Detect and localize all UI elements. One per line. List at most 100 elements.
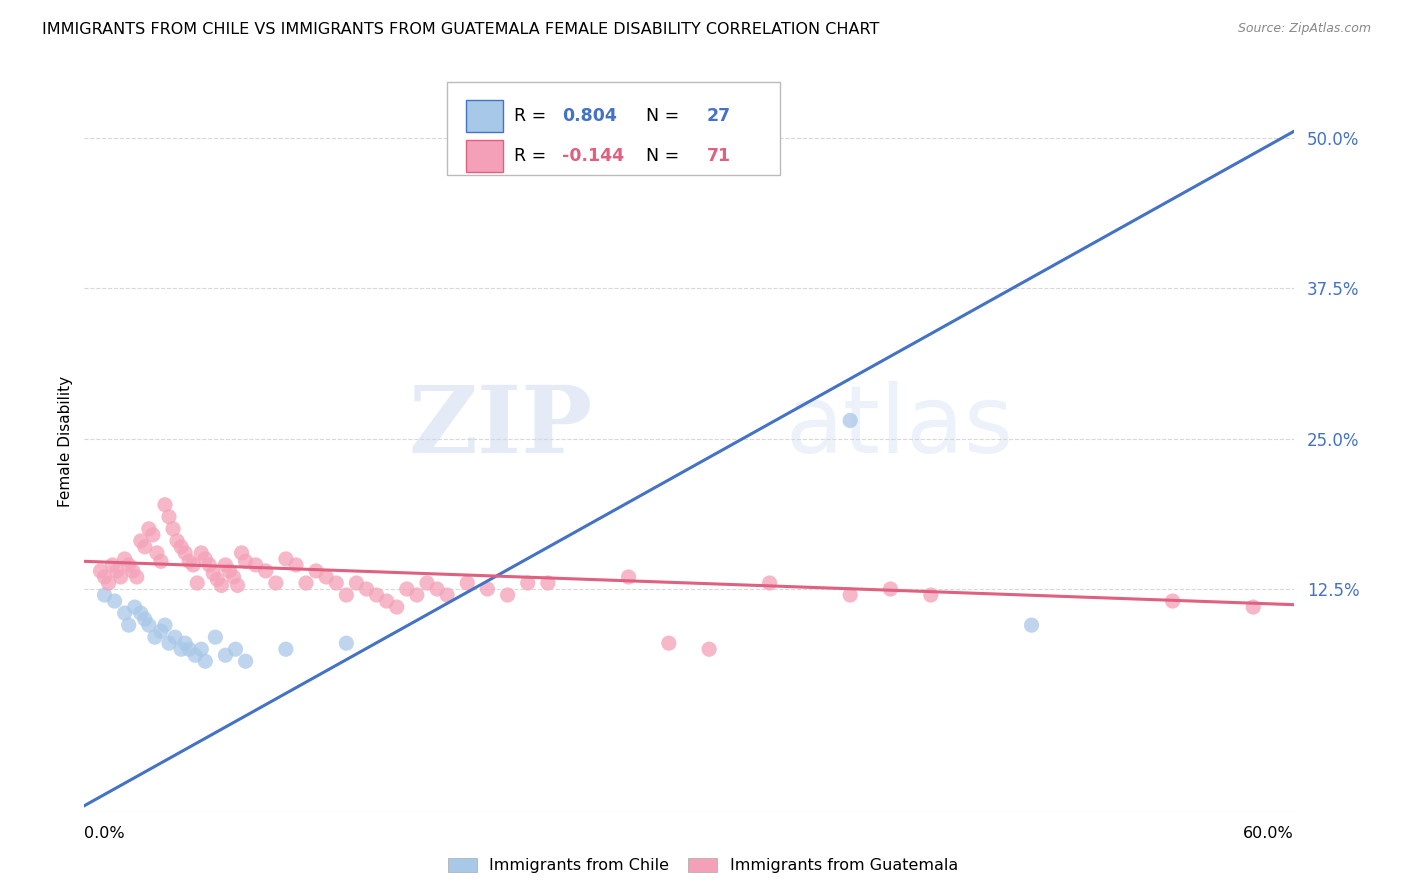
Point [385,600,408,615]
Point [93,588,115,602]
Point [1241,600,1264,615]
Point [181,558,204,572]
Point [456,576,478,591]
Point [165,630,187,644]
Point [179,554,201,568]
Point [162,522,184,536]
Point [207,573,229,587]
Point [839,588,862,602]
Text: -0.144: -0.144 [562,147,624,165]
Point [118,618,141,632]
Point [134,612,156,626]
Point [125,570,148,584]
Point [174,546,197,560]
Text: atlas: atlas [786,381,1014,473]
Text: R =: R = [513,147,551,165]
Point [166,533,188,548]
Point [617,570,640,584]
FancyBboxPatch shape [467,140,503,172]
Point [110,570,132,584]
Point [198,558,221,572]
Point [105,564,128,578]
Text: 0.0%: 0.0% [84,826,125,841]
Text: ZIP: ZIP [408,382,592,472]
Point [190,642,212,657]
Point [305,564,328,578]
Text: 60.0%: 60.0% [1243,826,1294,841]
Y-axis label: Female Disability: Female Disability [58,376,73,508]
Point [149,624,172,639]
Point [231,546,253,560]
Point [89,564,111,578]
Point [879,582,901,596]
Point [335,636,357,650]
Point [184,648,207,663]
Point [1021,618,1043,632]
Point [436,588,458,602]
Point [134,540,156,554]
Point [839,413,862,427]
Point [325,576,347,591]
Point [477,582,499,596]
Point [226,578,249,592]
Point [295,576,318,591]
Point [143,630,166,644]
Point [202,566,225,581]
Point [194,654,217,668]
Point [346,576,368,591]
Text: 27: 27 [707,107,731,125]
Point [204,630,226,644]
Point [97,576,120,591]
Point [114,606,136,620]
Point [1161,594,1184,608]
Point [153,498,176,512]
Text: 0.804: 0.804 [562,107,617,125]
Point [93,570,115,584]
Point [209,578,232,592]
Point [157,509,180,524]
Point [366,588,388,602]
Point [170,540,193,554]
Point [235,654,257,668]
Point [264,576,287,591]
Point [406,588,429,602]
Point [194,552,217,566]
Point [153,618,176,632]
Point [697,642,720,657]
Point [426,582,449,596]
Point [114,552,136,566]
Point [254,564,277,578]
Point [138,522,160,536]
Point [124,600,146,615]
Point [190,546,212,560]
Point [285,558,308,572]
FancyBboxPatch shape [467,100,503,132]
Point [516,576,538,591]
Legend: Immigrants from Chile, Immigrants from Guatemala: Immigrants from Chile, Immigrants from G… [441,851,965,880]
Point [138,618,160,632]
Text: R =: R = [513,107,551,125]
Point [149,554,172,568]
Point [218,564,240,578]
Point [214,558,236,572]
Point [104,594,127,608]
Point [496,588,519,602]
Text: 71: 71 [707,147,731,165]
Point [356,582,378,596]
Point [170,642,193,657]
Point [274,552,297,566]
Point [416,576,439,591]
FancyBboxPatch shape [447,82,780,175]
Point [118,558,141,572]
Point [274,642,297,657]
Point [222,570,245,584]
Point [758,576,780,591]
Point [537,576,560,591]
Point [245,558,267,572]
Point [395,582,418,596]
Point [658,636,681,650]
Point [335,588,357,602]
Text: N =: N = [634,147,685,165]
Point [375,594,398,608]
Point [315,570,337,584]
